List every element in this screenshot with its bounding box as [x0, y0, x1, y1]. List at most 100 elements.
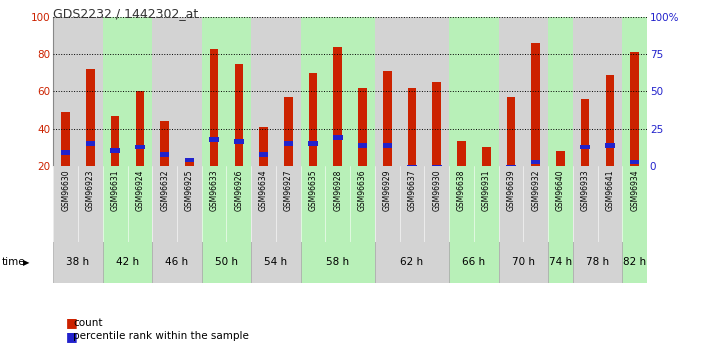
Bar: [605, 143, 615, 148]
Text: GSM96641: GSM96641: [605, 169, 614, 211]
Bar: [202, 166, 251, 242]
Bar: [53, 241, 103, 283]
Text: count: count: [73, 318, 102, 327]
Bar: [622, 17, 647, 166]
Text: 82 h: 82 h: [623, 257, 646, 267]
Bar: [481, 169, 491, 174]
Bar: [506, 165, 515, 170]
Bar: [432, 82, 441, 166]
Bar: [301, 166, 375, 242]
Text: 70 h: 70 h: [512, 257, 535, 267]
Text: GSM96630: GSM96630: [61, 169, 70, 211]
Bar: [284, 141, 293, 146]
Bar: [449, 17, 498, 166]
Bar: [235, 63, 243, 166]
Text: GSM96631: GSM96631: [111, 169, 119, 211]
Bar: [135, 145, 144, 149]
Text: GSM96923: GSM96923: [86, 169, 95, 211]
Bar: [573, 241, 622, 283]
Text: 50 h: 50 h: [215, 257, 238, 267]
Bar: [498, 241, 548, 283]
Bar: [631, 52, 639, 166]
Bar: [152, 17, 202, 166]
Bar: [53, 17, 103, 166]
Bar: [407, 165, 417, 170]
Bar: [210, 49, 218, 166]
Bar: [581, 99, 589, 166]
Bar: [234, 139, 244, 144]
Text: GSM96926: GSM96926: [235, 169, 243, 211]
Bar: [375, 166, 449, 242]
Bar: [358, 143, 368, 148]
Bar: [531, 43, 540, 166]
Text: GSM96640: GSM96640: [556, 169, 565, 211]
Bar: [202, 17, 251, 166]
Text: GSM96632: GSM96632: [160, 169, 169, 211]
Bar: [136, 91, 144, 166]
Bar: [548, 241, 573, 283]
Text: 46 h: 46 h: [166, 257, 188, 267]
Text: GSM96929: GSM96929: [383, 169, 392, 211]
Text: 42 h: 42 h: [116, 257, 139, 267]
Bar: [556, 175, 565, 179]
Text: GSM96928: GSM96928: [333, 169, 342, 211]
Text: 66 h: 66 h: [462, 257, 486, 267]
Bar: [260, 127, 268, 166]
Text: GSM96933: GSM96933: [581, 169, 589, 211]
Bar: [498, 17, 548, 166]
Bar: [333, 47, 342, 166]
Bar: [103, 17, 152, 166]
Text: 62 h: 62 h: [400, 257, 424, 267]
Bar: [457, 141, 466, 166]
Bar: [548, 166, 573, 242]
Bar: [556, 151, 565, 166]
Bar: [251, 241, 301, 283]
Bar: [333, 136, 343, 140]
Bar: [498, 166, 548, 242]
Text: percentile rank within the sample: percentile rank within the sample: [73, 332, 249, 341]
Bar: [383, 71, 392, 166]
Bar: [573, 166, 622, 242]
Bar: [573, 17, 622, 166]
Bar: [606, 75, 614, 166]
Bar: [160, 152, 169, 157]
Text: 58 h: 58 h: [326, 257, 349, 267]
Bar: [251, 166, 301, 242]
Bar: [301, 241, 375, 283]
Bar: [456, 167, 466, 171]
Bar: [61, 112, 70, 166]
Text: 74 h: 74 h: [549, 257, 572, 267]
Bar: [111, 116, 119, 166]
Bar: [309, 141, 318, 146]
Text: ■: ■: [66, 316, 78, 329]
Bar: [251, 17, 301, 166]
Bar: [185, 160, 193, 166]
Bar: [152, 241, 202, 283]
Bar: [531, 160, 540, 164]
Bar: [548, 17, 573, 166]
Bar: [358, 88, 367, 166]
Bar: [375, 241, 449, 283]
Text: GSM96930: GSM96930: [432, 169, 442, 211]
Bar: [383, 143, 392, 148]
Bar: [482, 147, 491, 166]
Text: GSM96931: GSM96931: [482, 169, 491, 211]
Bar: [301, 17, 375, 166]
Text: GSM96639: GSM96639: [506, 169, 515, 211]
Text: time: time: [1, 257, 25, 267]
Text: GSM96634: GSM96634: [259, 169, 268, 211]
Text: GSM96635: GSM96635: [309, 169, 318, 211]
Text: GSM96633: GSM96633: [210, 169, 218, 211]
Bar: [622, 241, 647, 283]
Bar: [622, 166, 647, 242]
Text: GSM96924: GSM96924: [135, 169, 144, 211]
Text: GSM96638: GSM96638: [457, 169, 466, 211]
Text: 38 h: 38 h: [67, 257, 90, 267]
Bar: [53, 166, 103, 242]
Bar: [110, 148, 120, 153]
Bar: [103, 166, 152, 242]
Bar: [449, 241, 498, 283]
Bar: [432, 165, 442, 170]
Text: GSM96925: GSM96925: [185, 169, 194, 211]
Bar: [86, 69, 95, 166]
